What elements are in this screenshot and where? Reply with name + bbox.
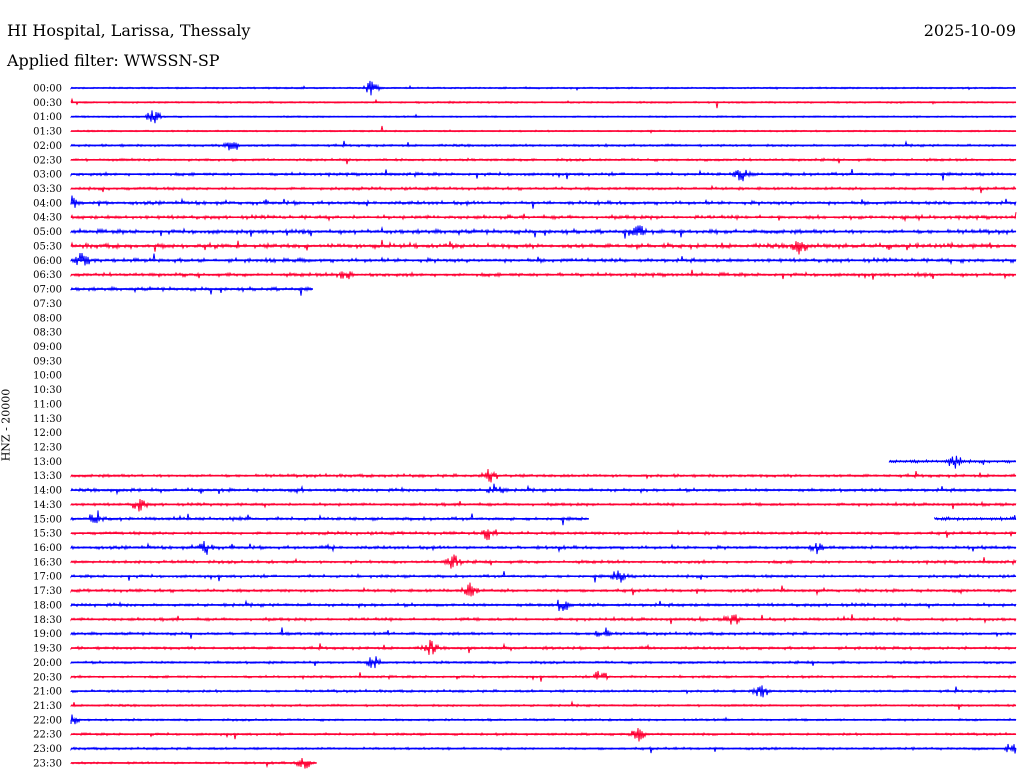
time-tick-label: 18:00 bbox=[33, 600, 62, 611]
time-tick-label: 01:00 bbox=[33, 112, 62, 123]
time-tick-label: 00:30 bbox=[33, 98, 62, 109]
time-tick-label: 15:00 bbox=[33, 514, 62, 525]
time-tick-label: 19:00 bbox=[33, 629, 62, 640]
time-tick-label: 01:30 bbox=[33, 127, 62, 138]
time-tick-label: 02:00 bbox=[33, 141, 62, 152]
trace-line bbox=[70, 582, 1017, 597]
trace-line bbox=[888, 455, 1016, 469]
time-tick-label: 19:30 bbox=[33, 644, 62, 655]
time-tick-label: 14:00 bbox=[33, 486, 62, 497]
trace-line bbox=[70, 184, 1017, 194]
filter-label: Applied filter: WWSSN-SP bbox=[7, 51, 220, 70]
time-tick-label: 07:00 bbox=[33, 285, 62, 296]
time-tick-label: 23:30 bbox=[33, 758, 62, 769]
time-tick-label: 00:00 bbox=[33, 84, 62, 95]
station-title: HI Hospital, Larissa, Thessaly bbox=[7, 21, 251, 40]
time-tick-label: 16:30 bbox=[33, 557, 62, 568]
trace-line bbox=[70, 239, 1017, 255]
time-tick-label: 11:30 bbox=[33, 414, 62, 425]
trace-line bbox=[70, 97, 1017, 109]
time-tick-label: 13:00 bbox=[33, 457, 62, 468]
time-tick-label: 16:00 bbox=[33, 543, 62, 554]
trace-line bbox=[70, 253, 1017, 266]
time-tick-label: 10:30 bbox=[33, 385, 62, 396]
time-tick-label: 03:00 bbox=[33, 170, 62, 181]
trace-line bbox=[70, 212, 1017, 223]
time-tick-label: 02:30 bbox=[33, 155, 62, 166]
time-tick-label: 11:00 bbox=[33, 399, 62, 410]
time-tick-label: 22:00 bbox=[33, 715, 62, 726]
time-tick-label: 18:30 bbox=[33, 615, 62, 626]
time-tick-label: 21:00 bbox=[33, 687, 62, 698]
trace-line bbox=[70, 499, 1017, 512]
time-tick-label: 14:30 bbox=[33, 500, 62, 511]
time-tick-label: 05:00 bbox=[33, 227, 62, 238]
time-tick-label: 04:00 bbox=[33, 198, 62, 209]
time-tick-label: 15:30 bbox=[33, 529, 62, 540]
time-tick-label: 08:00 bbox=[33, 313, 62, 324]
time-tick-label: 12:30 bbox=[33, 443, 62, 454]
time-tick-label: 20:30 bbox=[33, 672, 62, 683]
trace-line bbox=[70, 483, 1017, 496]
time-tick-label: 13:30 bbox=[33, 471, 62, 482]
time-tick-label: 20:00 bbox=[33, 658, 62, 669]
time-tick-label: 06:30 bbox=[33, 270, 62, 281]
time-tick-label: 04:30 bbox=[33, 213, 62, 224]
time-tick-label: 06:00 bbox=[33, 256, 62, 267]
time-tick-label: 12:00 bbox=[33, 428, 62, 439]
time-tick-label: 17:00 bbox=[33, 572, 62, 583]
time-tick-label: 09:30 bbox=[33, 356, 62, 367]
time-tick-label: 03:30 bbox=[33, 184, 62, 195]
time-tick-label: 22:30 bbox=[33, 730, 62, 741]
time-tick-label: 10:00 bbox=[33, 371, 62, 382]
time-tick-label: 09:00 bbox=[33, 342, 62, 353]
time-tick-label: 23:00 bbox=[33, 744, 62, 755]
time-tick-label: 21:30 bbox=[33, 701, 62, 712]
trace-line bbox=[70, 529, 1017, 541]
time-tick-label: 07:30 bbox=[33, 299, 62, 310]
trace-line bbox=[70, 510, 589, 526]
date-label: 2025-10-09 bbox=[923, 21, 1016, 40]
time-tick-label: 05:30 bbox=[33, 241, 62, 252]
time-tick-label: 17:30 bbox=[33, 586, 62, 597]
trace-line bbox=[70, 169, 1017, 182]
time-tick-label: 08:30 bbox=[33, 328, 62, 339]
